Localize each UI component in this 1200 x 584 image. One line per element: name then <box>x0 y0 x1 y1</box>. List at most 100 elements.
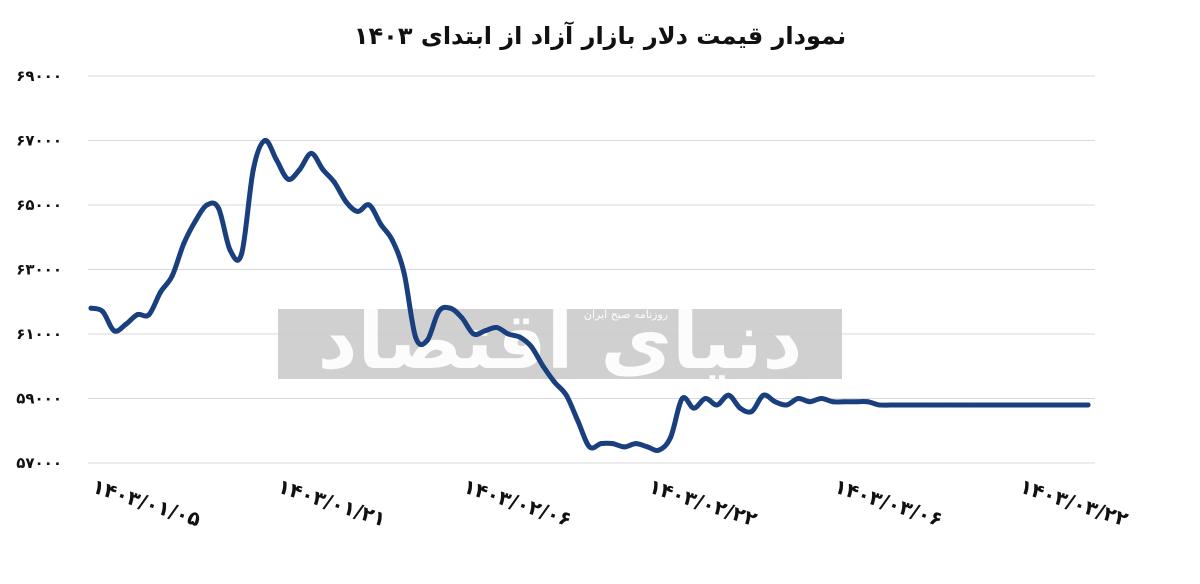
data-point <box>749 408 755 414</box>
data-point <box>563 392 569 398</box>
data-point <box>424 337 430 343</box>
data-point <box>1027 402 1033 408</box>
data-point <box>934 402 940 408</box>
data-point <box>668 434 674 440</box>
data-point <box>181 241 187 247</box>
data-point <box>250 167 256 173</box>
data-point <box>888 402 894 408</box>
data-point <box>88 305 94 311</box>
data-point <box>447 305 453 311</box>
data-point <box>204 202 210 208</box>
x-tick-label: ۱۴۰۳/۰۳/۰۶ <box>831 474 945 532</box>
data-point <box>308 150 314 156</box>
data-point <box>285 176 291 182</box>
data-point <box>900 402 906 408</box>
data-point <box>981 402 987 408</box>
data-point <box>401 270 407 276</box>
data-point <box>389 237 395 243</box>
data-point <box>297 167 303 173</box>
y-tick-label: ۶۵۰۰۰ <box>16 196 62 214</box>
data-point <box>158 289 164 295</box>
data-point <box>378 221 384 227</box>
y-tick-label: ۵۷۰۰۰ <box>16 454 62 472</box>
data-point <box>656 447 662 453</box>
data-point <box>830 399 836 405</box>
data-point <box>969 402 975 408</box>
y-tick-label: ۵۹۰۰۰ <box>16 390 62 408</box>
data-point <box>540 363 546 369</box>
data-point <box>1004 402 1010 408</box>
data-point <box>807 399 813 405</box>
y-tick-label: ۶۱۰۰۰ <box>16 325 62 343</box>
y-tick-label: ۶۳۰۰۰ <box>16 261 62 279</box>
data-point <box>853 399 859 405</box>
data-point <box>946 402 952 408</box>
watermark: دنیای اقتصاد روزنامه صبح ایران <box>278 297 842 387</box>
chart-title: نمودار قیمت دلار بازار آزاد از ابتدای ۱۴… <box>354 21 846 50</box>
data-point <box>529 344 535 350</box>
data-point <box>691 405 697 411</box>
data-point <box>320 167 326 173</box>
data-point <box>517 334 523 340</box>
data-point <box>216 205 222 211</box>
data-point <box>146 312 152 318</box>
x-tick-label: ۱۴۰۳/۰۱/۰۵ <box>89 474 203 532</box>
data-point <box>366 202 372 208</box>
x-tick-label: ۱۴۰۳/۰۲/۰۶ <box>460 474 574 532</box>
y-tick-label: ۶۹۰۰۰ <box>16 67 62 85</box>
y-axis-ticks: ۵۷۰۰۰ ۵۹۰۰۰ ۶۱۰۰۰ ۶۳۰۰۰ ۶۵۰۰۰ ۶۷۰۰۰ ۶۹۰۰۰ <box>16 67 62 472</box>
data-point <box>505 331 511 337</box>
data-point <box>111 328 117 334</box>
data-points <box>88 138 1091 453</box>
data-point <box>239 250 245 256</box>
data-point <box>760 392 766 398</box>
data-point <box>123 321 129 327</box>
data-point <box>842 399 848 405</box>
x-tick-label: ۱۴۰۳/۰۱/۲۱ <box>275 474 389 532</box>
data-point <box>1039 402 1045 408</box>
data-point <box>1073 402 1079 408</box>
data-point <box>992 402 998 408</box>
data-point <box>343 199 349 205</box>
data-point <box>795 396 801 401</box>
data-point <box>633 441 639 447</box>
data-point <box>413 334 419 340</box>
data-point <box>169 273 175 279</box>
data-point <box>1015 402 1021 408</box>
data-point <box>1085 402 1091 408</box>
data-point <box>737 405 743 411</box>
x-axis-ticks: ۱۴۰۳/۰۱/۰۵ ۱۴۰۳/۰۱/۲۱ ۱۴۰۳/۰۲/۰۶ ۱۴۰۳/۰۲/۲۲… <box>89 474 1131 532</box>
data-point <box>552 379 558 385</box>
data-point <box>876 402 882 408</box>
data-point <box>644 444 650 450</box>
data-point <box>331 179 337 185</box>
data-point <box>575 418 581 424</box>
x-tick-label: ۱۴۰۳/۰۳/۲۲ <box>1017 474 1131 532</box>
data-point <box>494 325 500 331</box>
data-point <box>459 315 465 321</box>
data-point <box>134 312 140 318</box>
data-point <box>714 402 720 408</box>
data-point <box>192 218 198 224</box>
data-point <box>471 331 477 337</box>
data-point <box>772 399 778 405</box>
data-point <box>1050 402 1056 408</box>
data-point <box>865 399 871 405</box>
data-point <box>262 138 268 143</box>
watermark-band <box>278 309 842 379</box>
data-point <box>957 402 963 408</box>
data-point <box>923 402 929 408</box>
data-point <box>598 441 604 447</box>
data-point <box>726 392 732 398</box>
watermark-tagline: روزنامه صبح ایران <box>584 308 668 321</box>
data-point <box>1062 402 1068 408</box>
y-tick-label: ۶۷۰۰۰ <box>16 132 62 150</box>
data-point <box>273 157 279 163</box>
data-point <box>610 441 616 447</box>
data-point <box>784 402 790 408</box>
data-point <box>621 444 627 450</box>
data-point <box>911 402 917 408</box>
data-point <box>702 396 708 401</box>
x-tick-label: ۱۴۰۳/۰۲/۲۲ <box>646 474 760 532</box>
